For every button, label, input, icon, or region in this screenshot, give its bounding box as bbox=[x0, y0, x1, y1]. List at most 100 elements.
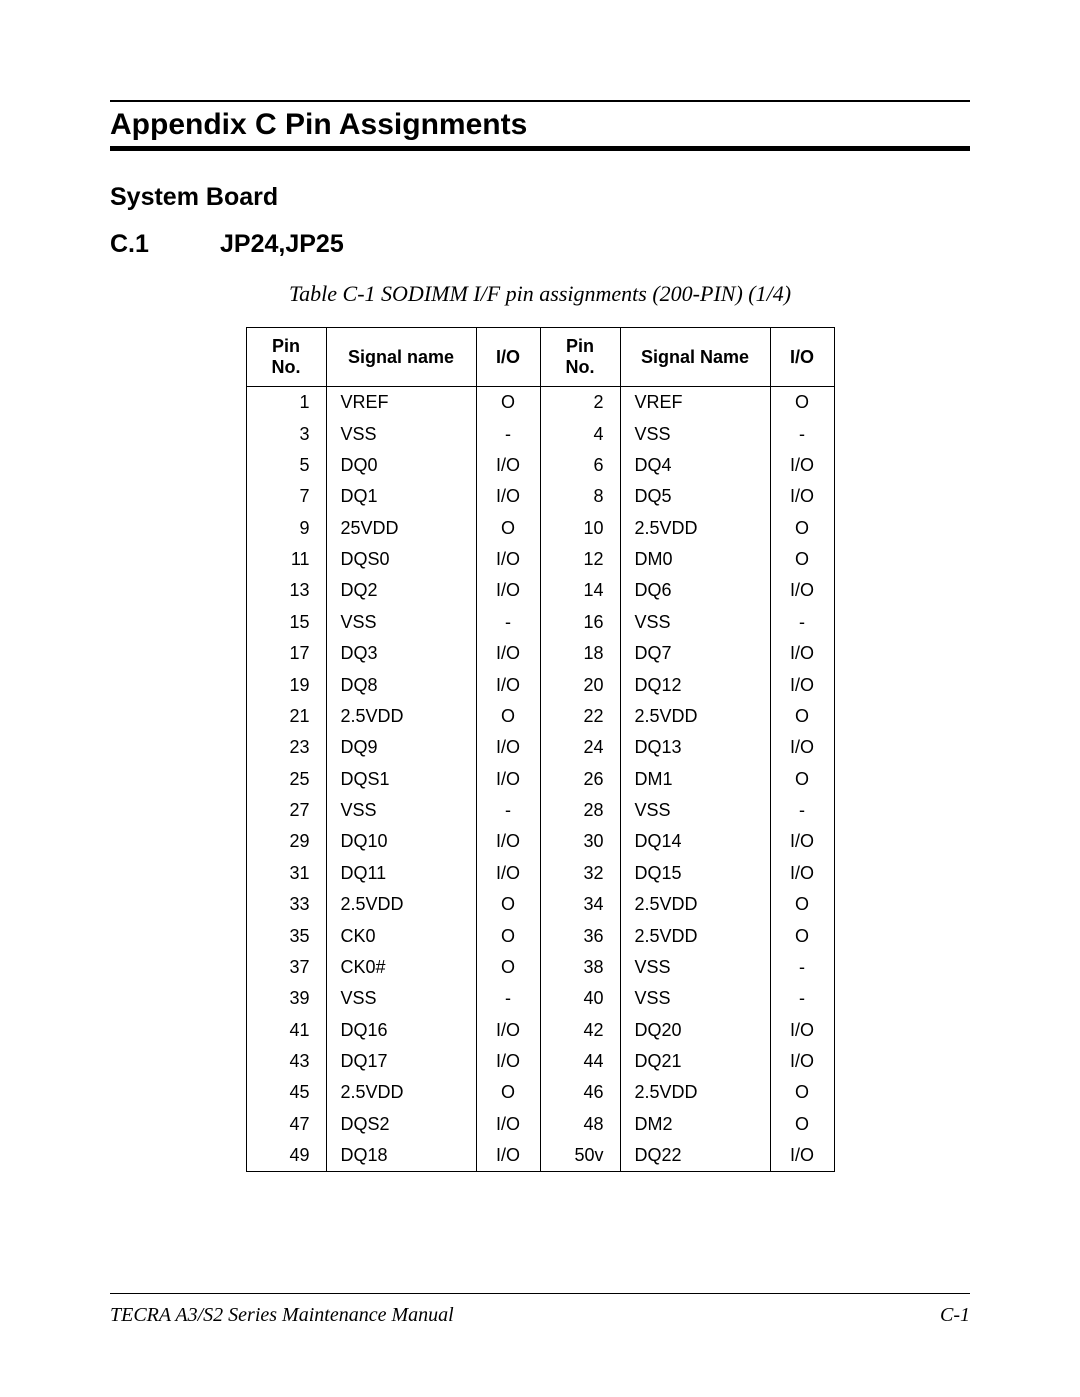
table-header-row: Pin No. Signal name I/O Pin No. Signal N… bbox=[246, 328, 834, 387]
table-row: 19DQ8I/O20DQ12I/O bbox=[246, 669, 834, 700]
table-cell: VSS bbox=[326, 607, 476, 638]
table-cell: I/O bbox=[476, 1046, 540, 1077]
table-cell: 2.5VDD bbox=[620, 920, 770, 951]
table-cell: - bbox=[476, 607, 540, 638]
table-cell: I/O bbox=[770, 1015, 834, 1046]
table-cell: O bbox=[476, 889, 540, 920]
table-cell: I/O bbox=[476, 450, 540, 481]
table-header: Pin No. Signal name I/O Pin No. Signal N… bbox=[246, 328, 834, 387]
table-cell: 2.5VDD bbox=[620, 701, 770, 732]
table-row: 31DQ11I/O32DQ15I/O bbox=[246, 858, 834, 889]
footer-right: C-1 bbox=[940, 1304, 970, 1327]
page: Appendix C Pin Assignments System Board … bbox=[0, 0, 1080, 1397]
table-cell: O bbox=[770, 701, 834, 732]
table-cell: 49 bbox=[246, 1140, 326, 1172]
table-cell: 2.5VDD bbox=[326, 1077, 476, 1108]
table-cell: 27 bbox=[246, 795, 326, 826]
table-cell: 37 bbox=[246, 952, 326, 983]
table-cell: 2.5VDD bbox=[326, 701, 476, 732]
table-cell: I/O bbox=[476, 732, 540, 763]
table-row: 29DQ10I/O30DQ14I/O bbox=[246, 826, 834, 857]
table-cell: DQ20 bbox=[620, 1015, 770, 1046]
table-cell: O bbox=[476, 1077, 540, 1108]
table-cell: 1 bbox=[246, 387, 326, 419]
table-cell: DQ9 bbox=[326, 732, 476, 763]
table-cell: VSS bbox=[620, 418, 770, 449]
table-cell: 16 bbox=[540, 607, 620, 638]
table-cell: 2 bbox=[540, 387, 620, 419]
table-row: 17DQ3I/O18DQ7I/O bbox=[246, 638, 834, 669]
table-cell: I/O bbox=[770, 826, 834, 857]
table-cell: 21 bbox=[246, 701, 326, 732]
table-cell: O bbox=[770, 387, 834, 419]
table-cell: - bbox=[770, 952, 834, 983]
table-cell: VSS bbox=[620, 983, 770, 1014]
table-cell: 4 bbox=[540, 418, 620, 449]
table-cell: DQS0 bbox=[326, 544, 476, 575]
table-row: 23DQ9I/O24DQ13I/O bbox=[246, 732, 834, 763]
table-cell: 11 bbox=[246, 544, 326, 575]
table-cell: - bbox=[770, 795, 834, 826]
table-cell: 13 bbox=[246, 575, 326, 606]
appendix-title: Appendix C Pin Assignments bbox=[110, 108, 970, 142]
table-cell: I/O bbox=[476, 638, 540, 669]
page-footer: TECRA A3/S2 Series Maintenance Manual C-… bbox=[110, 1293, 970, 1327]
table-cell: DQ0 bbox=[326, 450, 476, 481]
table-cell: - bbox=[770, 983, 834, 1014]
col-header: I/O bbox=[476, 328, 540, 387]
table-cell: O bbox=[770, 1109, 834, 1140]
table-row: 27VSS-28VSS- bbox=[246, 795, 834, 826]
system-board-heading: System Board bbox=[110, 183, 970, 212]
table-cell: 2.5VDD bbox=[620, 889, 770, 920]
table-cell: O bbox=[770, 920, 834, 951]
table-cell: 17 bbox=[246, 638, 326, 669]
table-row: 212.5VDDO222.5VDDO bbox=[246, 701, 834, 732]
table-cell: DQ10 bbox=[326, 826, 476, 857]
table-cell: 47 bbox=[246, 1109, 326, 1140]
table-cell: DQ4 bbox=[620, 450, 770, 481]
table-cell: - bbox=[770, 607, 834, 638]
table-cell: DQ5 bbox=[620, 481, 770, 512]
table-cell: I/O bbox=[770, 858, 834, 889]
table-cell: I/O bbox=[770, 732, 834, 763]
pin-table: Pin No. Signal name I/O Pin No. Signal N… bbox=[246, 327, 835, 1172]
table-cell: 2.5VDD bbox=[620, 513, 770, 544]
table-cell: 14 bbox=[540, 575, 620, 606]
table-row: 925VDDO102.5VDDO bbox=[246, 513, 834, 544]
table-cell: DQS1 bbox=[326, 764, 476, 795]
table-cell: 40 bbox=[540, 983, 620, 1014]
table-cell: O bbox=[770, 513, 834, 544]
table-cell: I/O bbox=[770, 669, 834, 700]
table-cell: 38 bbox=[540, 952, 620, 983]
table-cell: I/O bbox=[770, 638, 834, 669]
table-row: 1VREFO2VREFO bbox=[246, 387, 834, 419]
table-cell: O bbox=[476, 513, 540, 544]
table-cell: 9 bbox=[246, 513, 326, 544]
table-cell: 25 bbox=[246, 764, 326, 795]
table-cell: 50v bbox=[540, 1140, 620, 1172]
table-cell: DQ22 bbox=[620, 1140, 770, 1172]
table-cell: O bbox=[476, 952, 540, 983]
table-cell: I/O bbox=[476, 481, 540, 512]
table-cell: VSS bbox=[326, 983, 476, 1014]
table-cell: I/O bbox=[476, 858, 540, 889]
table-cell: CK0# bbox=[326, 952, 476, 983]
table-row: 452.5VDDO462.5VDDO bbox=[246, 1077, 834, 1108]
table-row: 39VSS-40VSS- bbox=[246, 983, 834, 1014]
table-cell: DQ8 bbox=[326, 669, 476, 700]
col-header: Pin No. bbox=[540, 328, 620, 387]
table-cell: DQ13 bbox=[620, 732, 770, 763]
table-cell: I/O bbox=[770, 575, 834, 606]
table-cell: I/O bbox=[770, 1140, 834, 1172]
table-cell: DQ1 bbox=[326, 481, 476, 512]
table-cell: 5 bbox=[246, 450, 326, 481]
table-cell: I/O bbox=[770, 481, 834, 512]
table-cell: DQ14 bbox=[620, 826, 770, 857]
table-cell: - bbox=[770, 418, 834, 449]
table-row: 5DQ0I/O6DQ4I/O bbox=[246, 450, 834, 481]
table-cell: 26 bbox=[540, 764, 620, 795]
table-cell: VSS bbox=[620, 952, 770, 983]
table-cell: DQ6 bbox=[620, 575, 770, 606]
table-cell: I/O bbox=[476, 575, 540, 606]
table-cell: DQS2 bbox=[326, 1109, 476, 1140]
